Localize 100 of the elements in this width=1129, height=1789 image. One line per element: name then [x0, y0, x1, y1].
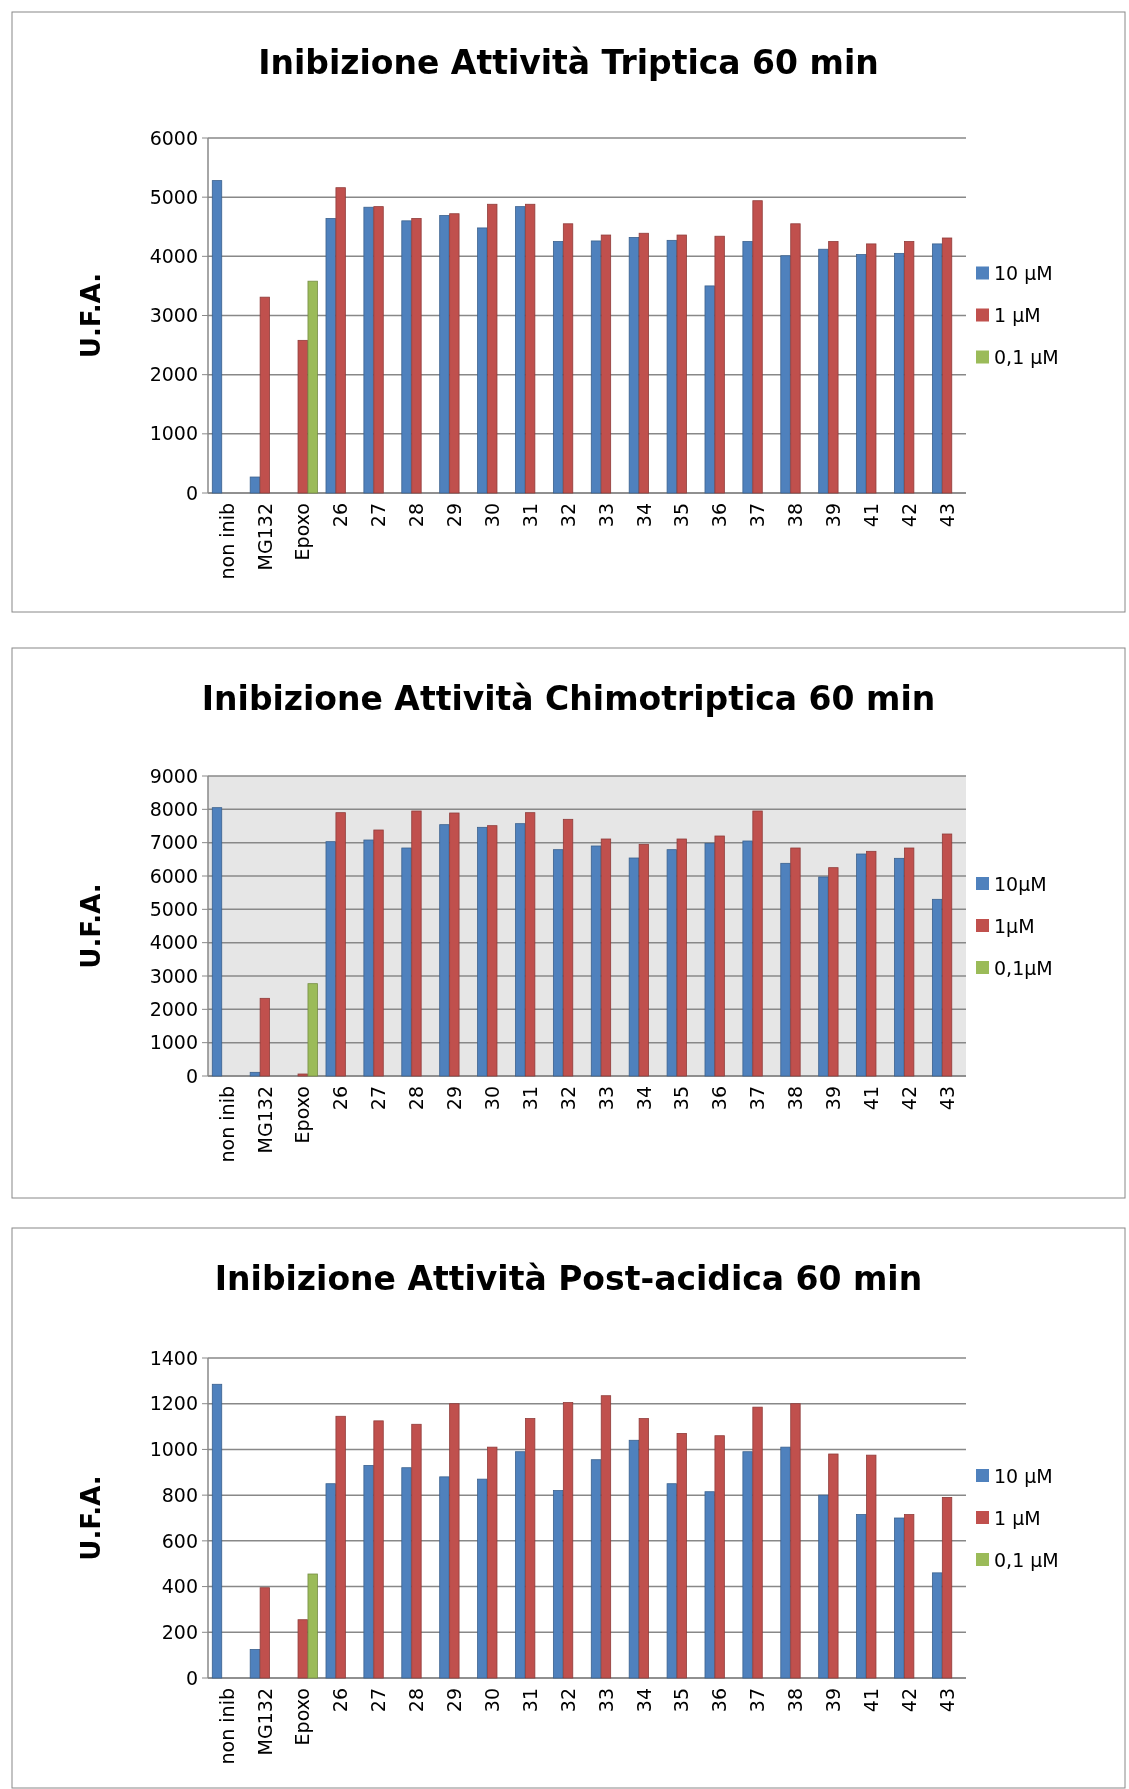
bar	[401, 847, 412, 1077]
bar	[666, 849, 677, 1077]
bar	[449, 1403, 460, 1679]
bar	[449, 213, 460, 494]
bar	[411, 1423, 422, 1679]
x-tick-label: 42	[897, 503, 920, 528]
legend-label: 1 µM	[994, 304, 1041, 327]
y-tick-label: 1400	[149, 1346, 198, 1369]
bar	[297, 1619, 308, 1679]
bar	[894, 252, 905, 494]
x-tick-label: 41	[859, 1086, 882, 1111]
bar	[373, 206, 384, 494]
bar	[477, 826, 488, 1077]
bar	[780, 255, 791, 494]
chart-title: Inibizione Attività Triptica 60 min	[258, 43, 879, 82]
bar	[439, 215, 450, 494]
x-tick-label: 30	[480, 1086, 503, 1111]
y-tick-label: 8000	[149, 797, 198, 820]
bar	[373, 1420, 384, 1679]
x-tick-label: 43	[935, 1688, 958, 1713]
legend-label: 0,1 µM	[994, 1548, 1059, 1571]
bar	[259, 296, 270, 494]
x-tick-label: non inib	[215, 1688, 238, 1765]
bar	[600, 1395, 612, 1679]
bar	[562, 1402, 574, 1679]
bar	[752, 1406, 763, 1679]
bar	[401, 1467, 412, 1679]
y-tick-label: 200	[161, 1620, 198, 1643]
bar	[590, 845, 602, 1077]
x-tick-label: 35	[670, 1688, 693, 1713]
bar	[904, 847, 915, 1077]
chart-title: Inibizione Attività Post-acidica 60 min	[214, 1259, 923, 1298]
x-tick-label: 31	[518, 1086, 541, 1111]
bar	[552, 241, 564, 494]
x-tick-label: 32	[556, 1086, 579, 1111]
x-tick-label: 28	[405, 503, 428, 528]
bar	[515, 1451, 526, 1679]
bar	[411, 810, 422, 1077]
legend-label: 0,1 µM	[994, 346, 1059, 369]
bar	[780, 862, 791, 1077]
x-tick-label: 34	[632, 1086, 655, 1111]
bar	[790, 1403, 801, 1679]
x-tick-label: 26	[329, 1086, 352, 1111]
x-tick-label: 32	[556, 503, 579, 528]
bar	[335, 812, 346, 1077]
y-tick-label: 800	[161, 1483, 198, 1506]
bar	[325, 1483, 336, 1679]
y-tick-label: 4000	[149, 931, 198, 954]
bar	[666, 1483, 677, 1679]
bar	[525, 1418, 536, 1679]
bar	[307, 983, 318, 1077]
x-tick-label: MG132	[253, 503, 276, 571]
x-tick-label: 29	[443, 1086, 465, 1111]
bar	[449, 812, 460, 1077]
y-tick-label: 9000	[149, 764, 198, 787]
x-tick-label: non inib	[215, 503, 238, 580]
x-tick-label: 27	[367, 503, 390, 528]
bar	[818, 1494, 829, 1679]
x-tick-label: 27	[367, 1688, 390, 1713]
bar	[828, 1453, 839, 1679]
x-tick-label: 33	[594, 1086, 617, 1111]
y-tick-label: 5000	[149, 897, 198, 920]
bar	[307, 280, 318, 494]
x-tick-label: 26	[329, 1688, 352, 1713]
bar	[638, 232, 649, 494]
bar	[742, 241, 753, 494]
x-tick-label: 38	[784, 1086, 807, 1111]
x-tick-label: 31	[518, 503, 541, 528]
bar	[297, 339, 308, 494]
y-axis-title: U.F.A.	[76, 883, 106, 969]
x-tick-label: 32	[556, 1688, 579, 1713]
bar	[714, 835, 725, 1077]
bar	[714, 1435, 725, 1679]
bar	[676, 838, 687, 1077]
x-tick-label: 38	[784, 1688, 807, 1713]
bar	[525, 812, 536, 1077]
bar	[941, 833, 953, 1077]
bar	[752, 200, 763, 494]
y-tick-label: 1000	[149, 1031, 198, 1054]
bar	[487, 825, 498, 1077]
bar	[828, 867, 839, 1077]
bar	[904, 241, 915, 494]
bar	[477, 1478, 488, 1679]
y-tick-label: 7000	[149, 831, 198, 854]
y-tick-label: 4000	[149, 244, 198, 267]
x-tick-label: 36	[708, 1688, 731, 1713]
x-tick-label: 28	[405, 1086, 428, 1111]
y-axis-title: U.F.A.	[76, 1475, 106, 1561]
bar	[931, 898, 943, 1077]
x-tick-label: MG132	[253, 1688, 276, 1756]
bar	[866, 243, 877, 494]
bar	[941, 237, 953, 494]
x-tick-label: 29	[443, 1688, 465, 1713]
bar	[373, 829, 384, 1077]
bar	[856, 254, 867, 494]
bar	[439, 1476, 450, 1679]
bar	[676, 234, 687, 494]
bar	[562, 223, 574, 494]
x-tick-label: 27	[367, 1086, 390, 1111]
x-tick-label: 33	[594, 1688, 617, 1713]
